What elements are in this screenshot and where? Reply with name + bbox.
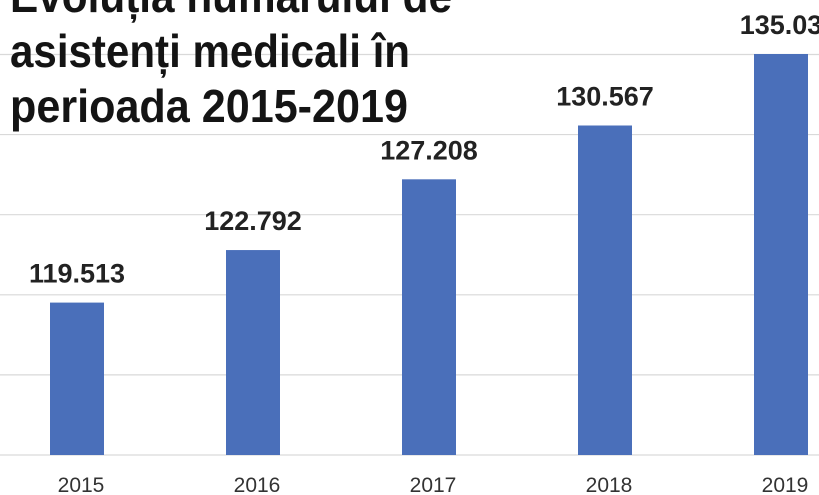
chart-title: asistenți medicali în [10,25,410,78]
value-label: 130.567 [556,81,654,111]
bar [402,179,456,455]
x-tick-label: 2019 [762,474,809,495]
bar [578,125,632,456]
bar [50,302,104,455]
value-label: 127.208 [380,135,478,165]
x-tick-label: 2016 [234,474,281,495]
value-label: 135.03 [740,10,819,40]
x-tick-label: 2017 [410,474,457,495]
value-label: 122.792 [204,206,302,236]
chart-title: perioada 2015-2019 [10,80,408,132]
bar [226,250,280,455]
bar [754,53,808,455]
value-label: 119.513 [29,259,125,289]
x-tick-label: 2018 [586,474,633,495]
chart-title: Evoluția numărului de [10,0,452,23]
x-tick-label: 2015 [58,474,105,495]
